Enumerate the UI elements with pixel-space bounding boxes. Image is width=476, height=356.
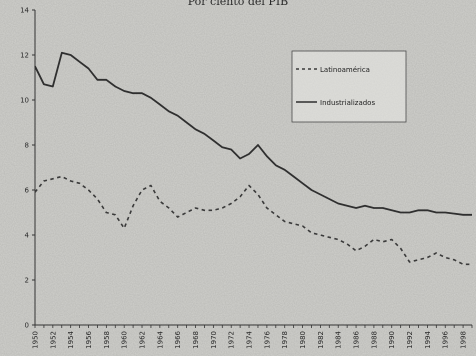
legend-label-latinoamerica: Latinoamérica	[320, 66, 370, 74]
x-tick-label: 1980	[299, 331, 307, 349]
x-tick-label: 1960	[121, 331, 129, 349]
x-tick-label: 1950	[32, 331, 40, 349]
y-tick-label: 4	[25, 232, 30, 240]
x-tick-label: 1962	[139, 331, 147, 349]
axes: 0 2 4 6 8 10 12 14 1950 1952 1954 1956 1958 1960 1962 1…	[20, 7, 473, 349]
x-tick-label: 1992	[406, 331, 414, 349]
x-tick-label: 1994	[424, 330, 432, 348]
legend: Latinoamérica Industrializados	[291, 50, 407, 123]
x-tick-label: 1996	[442, 330, 450, 348]
x-tick-label: 1986	[353, 330, 361, 348]
x-tick-label: 1988	[370, 331, 378, 349]
x-tick-label: 1958	[103, 331, 111, 349]
y-tick-label: 2	[25, 277, 29, 285]
x-tick-label: 1990	[388, 331, 396, 349]
x-tick-label: 1972	[228, 331, 236, 349]
y-tick-label: 14	[20, 7, 29, 15]
legend-label-industrializados: Industrializados	[320, 99, 375, 107]
chart-title: Por ciento del PIB	[188, 0, 289, 8]
x-tick-label: 1998	[460, 331, 468, 349]
x-tick-label: 1956	[85, 330, 93, 348]
legend-box	[291, 50, 407, 123]
y-tick-label: 8	[25, 142, 29, 150]
x-tick-label: 1974	[246, 330, 254, 348]
x-tick-label: 1976	[263, 330, 271, 348]
y-tick-label: 12	[20, 52, 29, 60]
x-tick-label: 1966	[174, 330, 182, 348]
series-layer	[34, 51, 472, 266]
x-tick-label: 1982	[317, 331, 325, 349]
series-line-industrializados	[34, 51, 472, 216]
x-tick-label: 1954	[67, 330, 75, 348]
x-tick-label: 1968	[192, 331, 200, 349]
x-tick-label: 1984	[335, 330, 343, 348]
y-tick-label: 0	[25, 322, 29, 330]
x-tick-label: 1952	[49, 331, 57, 349]
x-tick-label: 1970	[210, 331, 218, 349]
y-tick-label: 10	[20, 97, 29, 105]
series-line-latinoamrica	[34, 175, 472, 266]
y-tick-label: 6	[25, 187, 30, 195]
x-tick-label: 1964	[156, 330, 164, 348]
x-tick-label: 1978	[281, 331, 289, 349]
